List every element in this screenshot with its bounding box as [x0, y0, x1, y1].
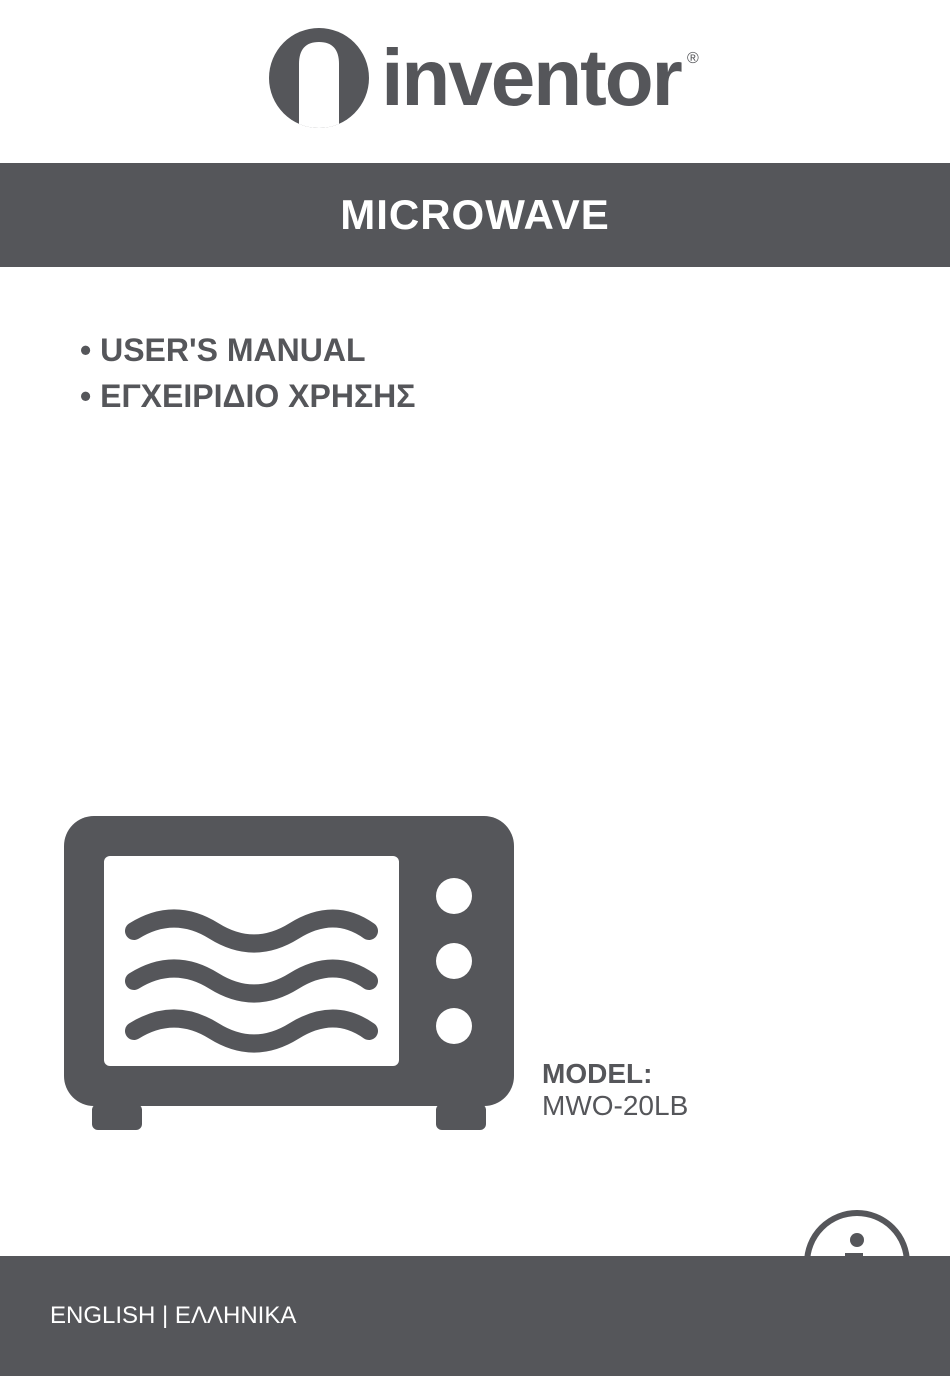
inventor-logo-icon: [269, 28, 369, 128]
brand-name: inventor: [381, 32, 681, 124]
title-band: MICROWAVE: [0, 163, 950, 267]
logo-section: inventor: [0, 0, 950, 163]
model-block: MODEL: MWO-20LB: [542, 1058, 688, 1130]
languages-text: ENGLISH | ΕΛΛΗΝΙΚΑ: [50, 1302, 296, 1330]
body-section: USER'S MANUAL ΕΓΧΕΙΡΙΔΙΟ ΧΡΗΣΗΣ: [0, 267, 950, 420]
manual-title-en: USER'S MANUAL: [80, 327, 870, 373]
manual-title-el: ΕΓΧΕΙΡΙΔΙΟ ΧΡΗΣΗΣ: [80, 373, 870, 419]
manual-titles-list: USER'S MANUAL ΕΓΧΕΙΡΙΔΙΟ ΧΡΗΣΗΣ: [80, 327, 870, 420]
model-label: MODEL:: [542, 1058, 688, 1090]
manual-cover-page: inventor MICROWAVE USER'S MANUAL ΕΓΧΕΙΡΙ…: [0, 0, 950, 1376]
brand-logo: inventor: [269, 28, 681, 128]
product-category-title: MICROWAVE: [0, 191, 950, 239]
product-row: MODEL: MWO-20LB: [64, 816, 688, 1130]
model-value: MWO-20LB: [542, 1090, 688, 1122]
microwave-icon: [64, 816, 514, 1130]
footer-band: ENGLISH | ΕΛΛΗΝΙΚΑ: [0, 1256, 950, 1376]
